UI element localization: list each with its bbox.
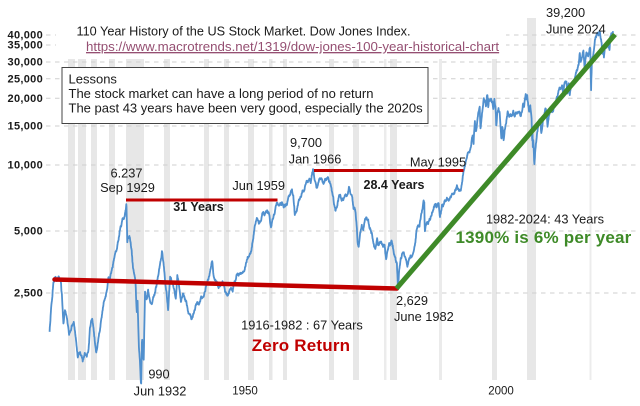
svg-text:Lessons: Lessons <box>69 72 118 87</box>
svg-text:The stock market can have a lo: The stock market can have a long period … <box>69 86 374 101</box>
svg-text:110 Year History of the US Sto: 110 Year History of the US Stock Market.… <box>77 25 411 39</box>
svg-text:1390% is 6% per year: 1390% is 6% per year <box>455 228 631 247</box>
svg-text:Sep 1929: Sep 1929 <box>100 180 155 195</box>
svg-text:2,629: 2,629 <box>396 293 428 308</box>
svg-text:1982-2024: 43 Years: 1982-2024: 43 Years <box>486 211 604 226</box>
svg-text:Zero Return: Zero Return <box>252 336 351 355</box>
svg-text:9,700: 9,700 <box>290 135 322 150</box>
svg-text:2000: 2000 <box>488 386 514 398</box>
svg-text:15,000: 15,000 <box>8 121 43 133</box>
svg-text:2,500: 2,500 <box>14 288 43 300</box>
svg-text:40,000: 40,000 <box>8 30 43 42</box>
svg-text:Jan 1966: Jan 1966 <box>289 151 342 166</box>
svg-text:31 Years: 31 Years <box>173 200 224 214</box>
svg-text:20,000: 20,000 <box>8 93 43 105</box>
svg-text:10,000: 10,000 <box>8 160 43 172</box>
svg-text:Jun 1959: Jun 1959 <box>232 178 285 193</box>
svg-text:May 1995: May 1995 <box>410 154 466 169</box>
svg-text:25,000: 25,000 <box>8 74 43 86</box>
svg-text:1916-1982 : 67 Years: 1916-1982 : 67 Years <box>241 317 363 332</box>
svg-text:35,000: 35,000 <box>8 40 43 52</box>
svg-text:Jun 1932: Jun 1932 <box>134 383 187 398</box>
svg-text:June 2024: June 2024 <box>546 21 606 36</box>
svg-text:990: 990 <box>148 366 169 381</box>
svg-text:39,200: 39,200 <box>546 5 585 20</box>
svg-text:28.4 Years: 28.4 Years <box>364 178 425 192</box>
svg-text:https://www.macrotrends.net/13: https://www.macrotrends.net/1319/dow-jon… <box>86 39 499 54</box>
svg-text:June 1982: June 1982 <box>394 309 454 324</box>
svg-text:30,000: 30,000 <box>8 57 43 69</box>
svg-text:6.237: 6.237 <box>110 166 142 181</box>
svg-text:1950: 1950 <box>232 386 258 398</box>
svg-text:The past 43 years have been ve: The past 43 years have been very good, e… <box>69 101 424 116</box>
svg-text:5,000: 5,000 <box>14 226 43 238</box>
